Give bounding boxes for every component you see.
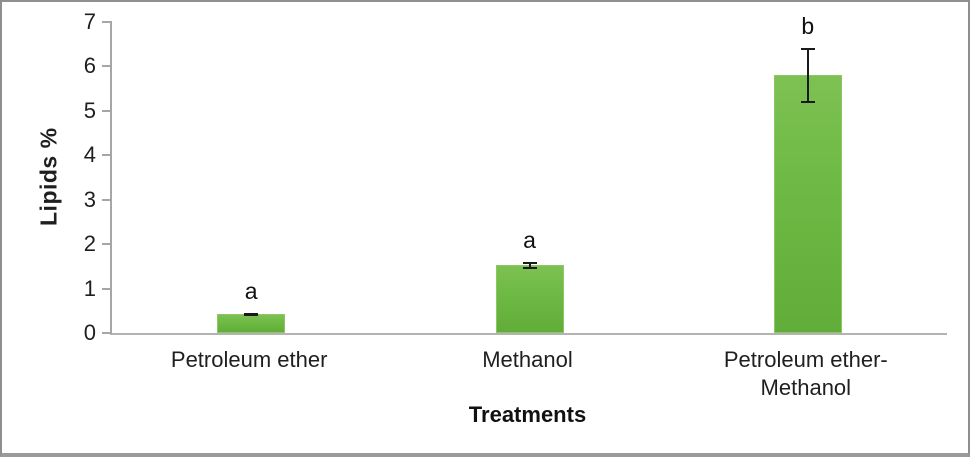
y-tick-label: 5 — [83, 97, 96, 123]
plot-area: 0 1 2 3 4 5 6 7 a a b — [84, 9, 947, 345]
bar-petroleum-ether — [217, 314, 286, 333]
y-tick-mark — [102, 109, 112, 112]
x-category-label-text: Methanol — [482, 347, 573, 372]
error-bar-cap-top — [800, 47, 815, 50]
error-bar — [800, 47, 815, 103]
y-tick-label: 0 — [83, 320, 96, 345]
bar-methanol — [495, 265, 564, 333]
y-tick-label: 6 — [83, 53, 96, 79]
y-axis-title: Lipids % — [35, 127, 62, 227]
error-bar-cap-bottom — [244, 314, 259, 317]
error-bar-cap-top — [522, 261, 537, 264]
y-tick-label: 4 — [83, 142, 96, 168]
y-tick-mark — [102, 243, 112, 246]
error-bar — [244, 312, 259, 317]
y-tick-mark — [102, 198, 112, 201]
x-category-label-text: Petroleum ether-Methanol — [723, 347, 888, 400]
x-category-labels: Petroleum ether Methanol Petroleum ether-M… — [110, 346, 945, 402]
y-tick-mark — [102, 65, 112, 68]
x-category-label-text: Petroleum ether — [170, 347, 328, 372]
error-bar-cap-top — [244, 312, 259, 315]
error-bar-cap-bottom — [800, 100, 815, 103]
y-tick-label: 3 — [83, 186, 96, 212]
significance-letter: a — [523, 226, 536, 253]
significance-letter: b — [801, 12, 815, 39]
y-tick-mark — [102, 332, 112, 334]
error-bar — [522, 261, 537, 269]
y-tick-label: 2 — [83, 231, 96, 257]
x-axis-title: Treatments — [468, 402, 587, 427]
bar-petroleum-ether-methanol — [773, 75, 842, 333]
y-tick-mark — [102, 154, 112, 157]
significance-letter: a — [244, 277, 258, 304]
error-bar-stem — [528, 261, 531, 269]
error-bar-stem — [806, 47, 809, 103]
x-category-label: Petroleum ether-Methanol — [667, 346, 945, 402]
y-tick-mark — [102, 21, 112, 23]
y-tick-label: 1 — [83, 275, 96, 301]
y-tick-label: 7 — [83, 9, 96, 34]
x-category-label: Methanol — [388, 346, 666, 374]
y-tick-mark — [102, 287, 112, 290]
x-category-label: Petroleum ether — [110, 346, 388, 374]
error-bar-cap-bottom — [522, 267, 537, 269]
